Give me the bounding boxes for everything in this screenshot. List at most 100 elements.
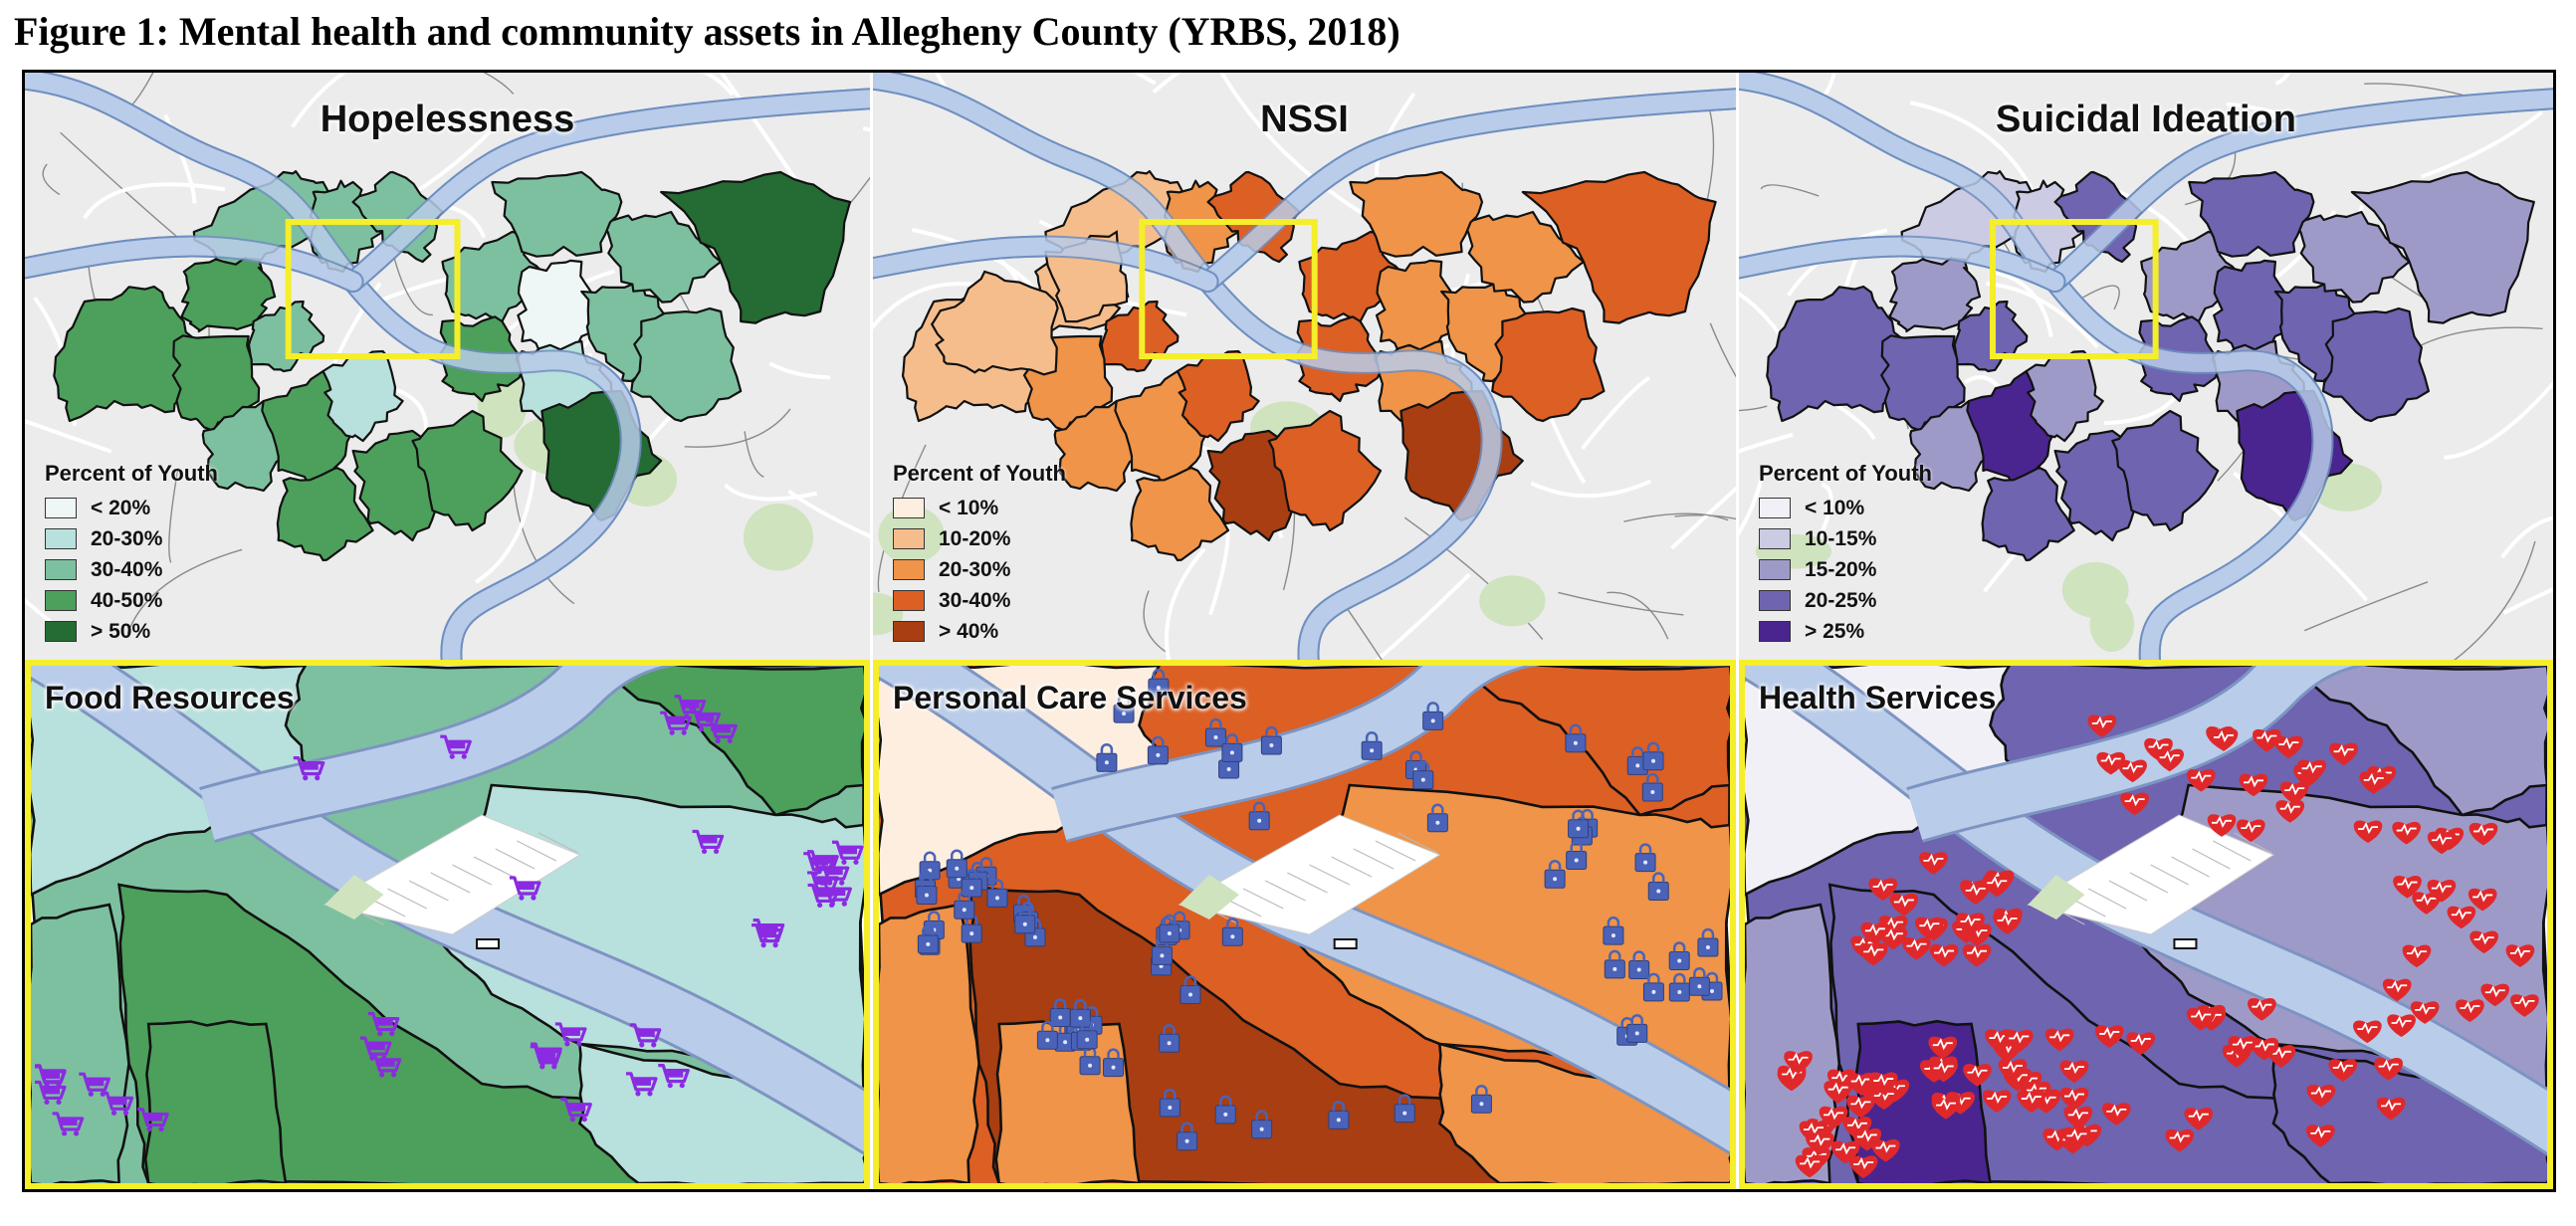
heartbeat-heart-icon xyxy=(2392,821,2422,845)
heartbeat-heart-icon xyxy=(2120,792,2149,816)
shopping-bag-icon xyxy=(916,876,938,905)
shopping-bag-icon xyxy=(1221,918,1243,946)
heartbeat-heart-icon xyxy=(1902,937,1931,960)
heartbeat-heart-icon xyxy=(2329,742,2358,766)
shopping-cart-icon xyxy=(820,882,852,907)
heartbeat-heart-icon xyxy=(2328,1059,2358,1082)
shopping-cart-icon xyxy=(531,1042,562,1067)
heartbeat-heart-icon xyxy=(2480,983,2510,1007)
shopping-cart-icon xyxy=(440,734,472,759)
shopping-cart-icon xyxy=(658,1064,690,1089)
shopping-bag-icon xyxy=(1096,743,1118,772)
heartbeat-heart-icon xyxy=(1830,1140,1860,1164)
shopping-bag-icon-markers xyxy=(915,668,1723,1151)
shopping-bag-icon xyxy=(1221,733,1243,762)
shopping-cart-icon xyxy=(293,756,325,781)
legend-item: 30-40% xyxy=(893,585,1066,616)
heartbeat-heart-icon xyxy=(1963,1064,1992,1087)
zoom-panel-title: Health Services xyxy=(1759,680,1997,715)
zoom-region xyxy=(31,903,130,1183)
heartbeat-heart-icon xyxy=(2094,1025,2124,1048)
heartbeat-heart-icon xyxy=(2505,944,2535,967)
heartbeat-heart-icon xyxy=(2412,892,2442,915)
shopping-bag-icon xyxy=(1328,1101,1350,1129)
nssi-map: NSSI Percent of Youth < 10% 10-20% 20-30% 30-… xyxy=(873,73,1736,660)
heartbeat-heart-icon xyxy=(1915,917,1944,940)
shopping-bag-icon xyxy=(1069,998,1091,1028)
municipality-region xyxy=(2293,210,2411,304)
legend-label: 15-20% xyxy=(1805,557,1877,581)
shopping-cart-icon xyxy=(629,1023,662,1048)
heartbeat-heart-icon xyxy=(2184,1108,2214,1130)
heartbeat-heart-icon xyxy=(1928,1036,1958,1060)
legend-item: < 10% xyxy=(1759,493,1932,523)
legend-swatch xyxy=(45,590,77,611)
legend-label: 10-20% xyxy=(939,526,1011,550)
heartbeat-heart-icon xyxy=(2359,771,2389,794)
heartbeat-heart-icon xyxy=(1858,942,1888,966)
legend-label: 20-30% xyxy=(939,557,1011,581)
municipality-region xyxy=(1521,170,1717,324)
shopping-bag-icon xyxy=(1544,860,1566,889)
legend-swatch xyxy=(893,528,925,549)
municipality-region xyxy=(411,409,524,532)
municipality-region xyxy=(630,306,743,423)
legend-title: Percent of Youth xyxy=(1759,461,1932,486)
legend-title: Percent of Youth xyxy=(45,461,218,486)
heartbeat-heart-icon xyxy=(1998,1059,2028,1082)
shopping-cart-icon xyxy=(102,1091,134,1116)
shopping-cart-icon xyxy=(369,1053,402,1078)
municipality-region xyxy=(2025,349,2104,443)
heartbeat-heart-icon xyxy=(2248,998,2276,1021)
zoom-map-svg xyxy=(879,666,1730,1183)
heartbeat-heart-icon xyxy=(2017,1090,2046,1114)
heartbeat-heart-icon xyxy=(2376,1097,2406,1121)
legend-title: Percent of Youth xyxy=(893,461,1066,486)
legend-label: > 40% xyxy=(939,619,999,643)
heartbeat-heart-icon xyxy=(2410,1001,2440,1024)
shopping-bag-icon xyxy=(1180,975,1201,1004)
heartbeat-heart-icon xyxy=(1962,944,1992,967)
heartbeat-heart-icon xyxy=(1961,882,1991,905)
heartbeat-heart-icon xyxy=(1846,1072,1876,1096)
shopping-cart-icon xyxy=(137,1107,169,1132)
shopping-cart-icon xyxy=(751,923,783,948)
heartbeat-heart-icon xyxy=(1868,1072,1898,1096)
heartbeat-heart-icon xyxy=(1889,893,1919,917)
legend-swatch xyxy=(1759,559,1791,580)
heartbeat-heart-icon xyxy=(2353,820,2383,844)
heartbeat-heart-icon xyxy=(2393,875,2422,899)
municipality-region xyxy=(261,369,354,493)
heartbeat-heart-icon xyxy=(2207,814,2237,837)
personal-care-services-zoom-panel: Personal Care Services xyxy=(873,660,1736,1189)
municipality-region xyxy=(276,466,374,562)
shopping-cart-icon xyxy=(625,1072,658,1097)
heartbeat-heart-icon xyxy=(1860,921,1890,945)
heartbeat-heart-icon xyxy=(1929,1059,1958,1083)
heartbeat-heart-icon xyxy=(1806,1132,1834,1155)
shopping-bag-icon xyxy=(954,891,975,920)
zoom-map-svg xyxy=(1745,666,2547,1183)
municipality-region xyxy=(1176,349,1260,443)
shopping-cart-icon-markers xyxy=(35,695,864,1136)
legend-label: > 25% xyxy=(1805,619,1865,643)
map-legend: Percent of Youth < 10% 10-15% 15-20% 20-25% >… xyxy=(1759,461,1932,647)
heartbeat-heart-icon-markers xyxy=(1777,715,2539,1178)
legend-swatch xyxy=(893,559,925,580)
legend-swatch xyxy=(45,559,77,580)
legend-item: < 20% xyxy=(45,493,218,523)
downtown-area xyxy=(1178,814,1441,935)
heartbeat-heart-icon xyxy=(2059,1087,2089,1111)
heartbeat-heart-icon xyxy=(2353,1020,2382,1044)
choropleth-regions xyxy=(901,169,1717,562)
legend-item: > 25% xyxy=(1759,616,1932,647)
legend-item: 30-40% xyxy=(45,554,218,585)
shopping-bag-icon xyxy=(1159,1024,1181,1053)
heartbeat-heart-icon xyxy=(2427,879,2457,903)
shopping-bag-icon xyxy=(1603,916,1624,945)
heartbeat-heart-icon xyxy=(1993,912,2022,934)
heartbeat-heart-icon xyxy=(1824,1081,1853,1104)
shopping-bag-icon xyxy=(1214,1095,1236,1124)
legend-label: 20-25% xyxy=(1805,588,1877,612)
map-title: NSSI xyxy=(1260,99,1349,140)
